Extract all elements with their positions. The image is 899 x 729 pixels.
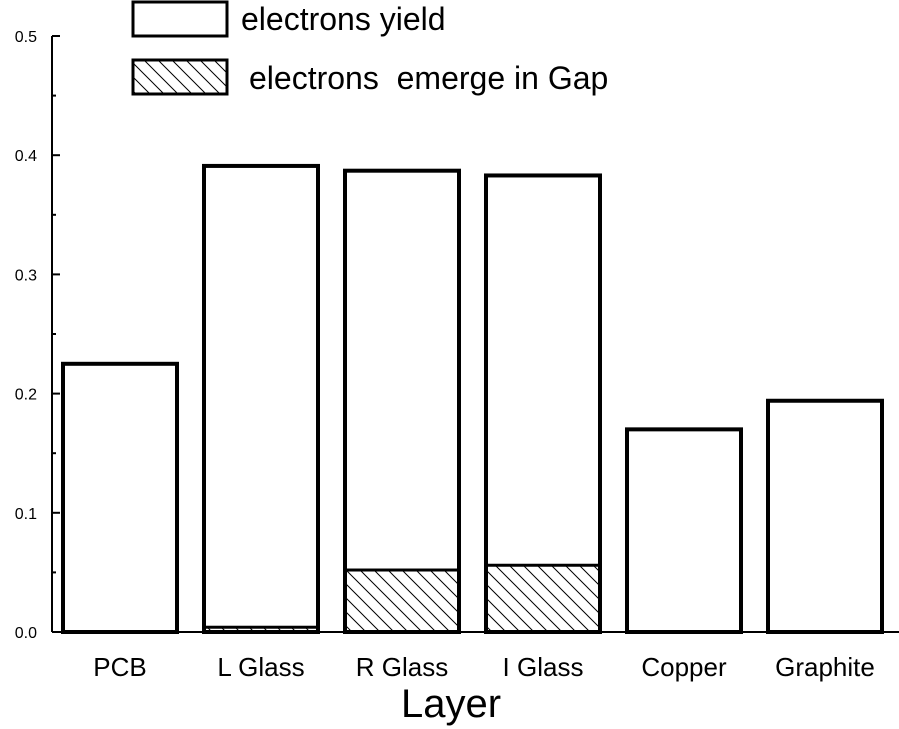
bar-electrons-yield-copper: [625, 427, 743, 634]
bar-electrons-yield-i-glass: [484, 173, 602, 635]
y-tick-label: 0.2: [15, 387, 37, 404]
x-axis-title: Layer: [401, 682, 501, 726]
y-tick-label: 0.1: [15, 506, 37, 523]
x-tick-label-l-glass: L Glass: [217, 652, 304, 682]
bar-electrons-yield-r-glass: [343, 168, 461, 634]
x-tick-label-r-glass: R Glass: [356, 652, 448, 682]
bar-electrons-yield-pcb: [61, 361, 179, 634]
legend-swatch-electrons-yield: [131, 0, 229, 38]
x-tick-labels: PCB L Glass R Glass I Glass Copper Graphite: [93, 652, 875, 682]
y-tick-label: 0.0: [15, 625, 37, 642]
bar-emerge-in-gap-r-glass: [343, 568, 461, 634]
bar-emerge-in-gap-i-glass: [484, 563, 602, 634]
x-tick-label-i-glass: I Glass: [503, 652, 584, 682]
bars: [61, 163, 884, 635]
legend-label-electrons-yield: electrons yield: [241, 1, 446, 37]
x-tick-label-copper: Copper: [641, 652, 727, 682]
y-ticks: 0.0 0.1 0.2 0.3 0.4 0.5: [15, 29, 60, 642]
x-tick-label-graphite: Graphite: [775, 652, 875, 682]
x-tick-label-pcb: PCB: [93, 652, 146, 682]
bar-electrons-yield-l-glass: [202, 163, 320, 634]
legend-swatch-electrons-emerge: [131, 58, 229, 96]
bar-electrons-yield-graphite: [766, 398, 884, 635]
axes: [51, 36, 899, 633]
legend: electrons yield electrons emerge in Gap: [131, 0, 608, 96]
y-tick-label: 0.5: [15, 29, 37, 46]
y-tick-label: 0.3: [15, 267, 37, 284]
legend-label-electrons-emerge: electrons emerge in Gap: [249, 60, 608, 96]
y-tick-label: 0.4: [15, 148, 37, 165]
